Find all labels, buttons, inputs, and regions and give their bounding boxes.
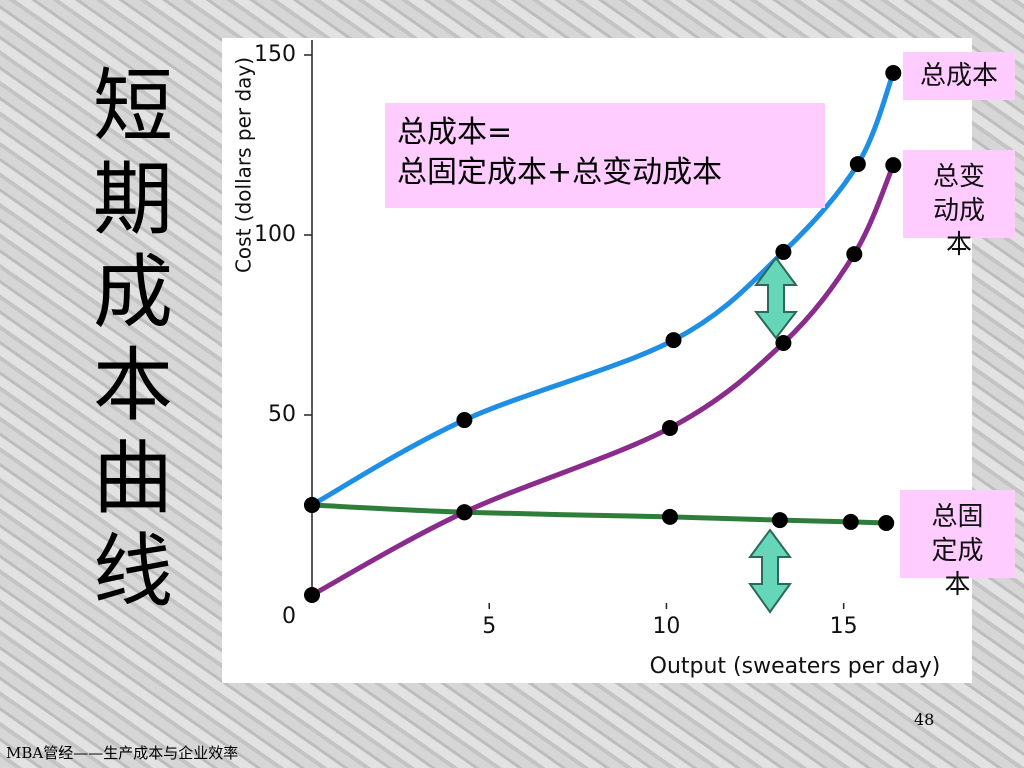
data-point xyxy=(885,157,902,174)
data-point xyxy=(846,246,863,263)
legend-label: 总成本 xyxy=(903,52,1015,100)
data-point xyxy=(661,508,678,525)
y-tick-label: 150 xyxy=(254,42,296,67)
data-point xyxy=(456,504,473,521)
slide-title: 短期成本曲线 xyxy=(93,60,173,618)
fixed-cost-arrow xyxy=(748,528,792,614)
y-tick-label: 50 xyxy=(268,402,296,427)
data-point xyxy=(771,512,788,529)
data-point xyxy=(456,412,473,429)
annotation-line: 总成本= xyxy=(397,115,513,150)
x-tick-label: 5 xyxy=(482,614,496,639)
series-line xyxy=(311,502,887,526)
arrows xyxy=(748,256,799,614)
y-axis-label: Cost (dollars per day) xyxy=(232,57,256,273)
footer: MBA管经——生产成本与企业效率 xyxy=(6,744,239,762)
x-tick-label: 15 xyxy=(830,614,858,639)
difference-arrow xyxy=(753,256,799,340)
annotation: 总成本= 总固定成本+总变动成本 xyxy=(385,103,825,208)
data-point xyxy=(775,243,792,260)
data-point xyxy=(842,513,859,530)
x-tick-label: 10 xyxy=(652,614,680,639)
data-point xyxy=(665,332,682,349)
data-point xyxy=(878,515,895,531)
annotation-line: 总固定成本+总变动成本 xyxy=(397,155,723,190)
data-point xyxy=(304,497,320,513)
data-point xyxy=(849,156,866,173)
data-point xyxy=(885,65,902,81)
data-point xyxy=(304,587,320,603)
x-axis-label: Output (sweaters per day) xyxy=(650,654,941,679)
y-tick-label: 0 xyxy=(282,604,296,629)
page-number: 48 xyxy=(914,710,935,729)
y-tick-label: 100 xyxy=(254,222,296,247)
legend-label: 总固定成本 xyxy=(900,490,1015,600)
data-point xyxy=(661,419,678,436)
data-point xyxy=(775,335,792,351)
legend-label: 总变动成本 xyxy=(903,150,1015,260)
